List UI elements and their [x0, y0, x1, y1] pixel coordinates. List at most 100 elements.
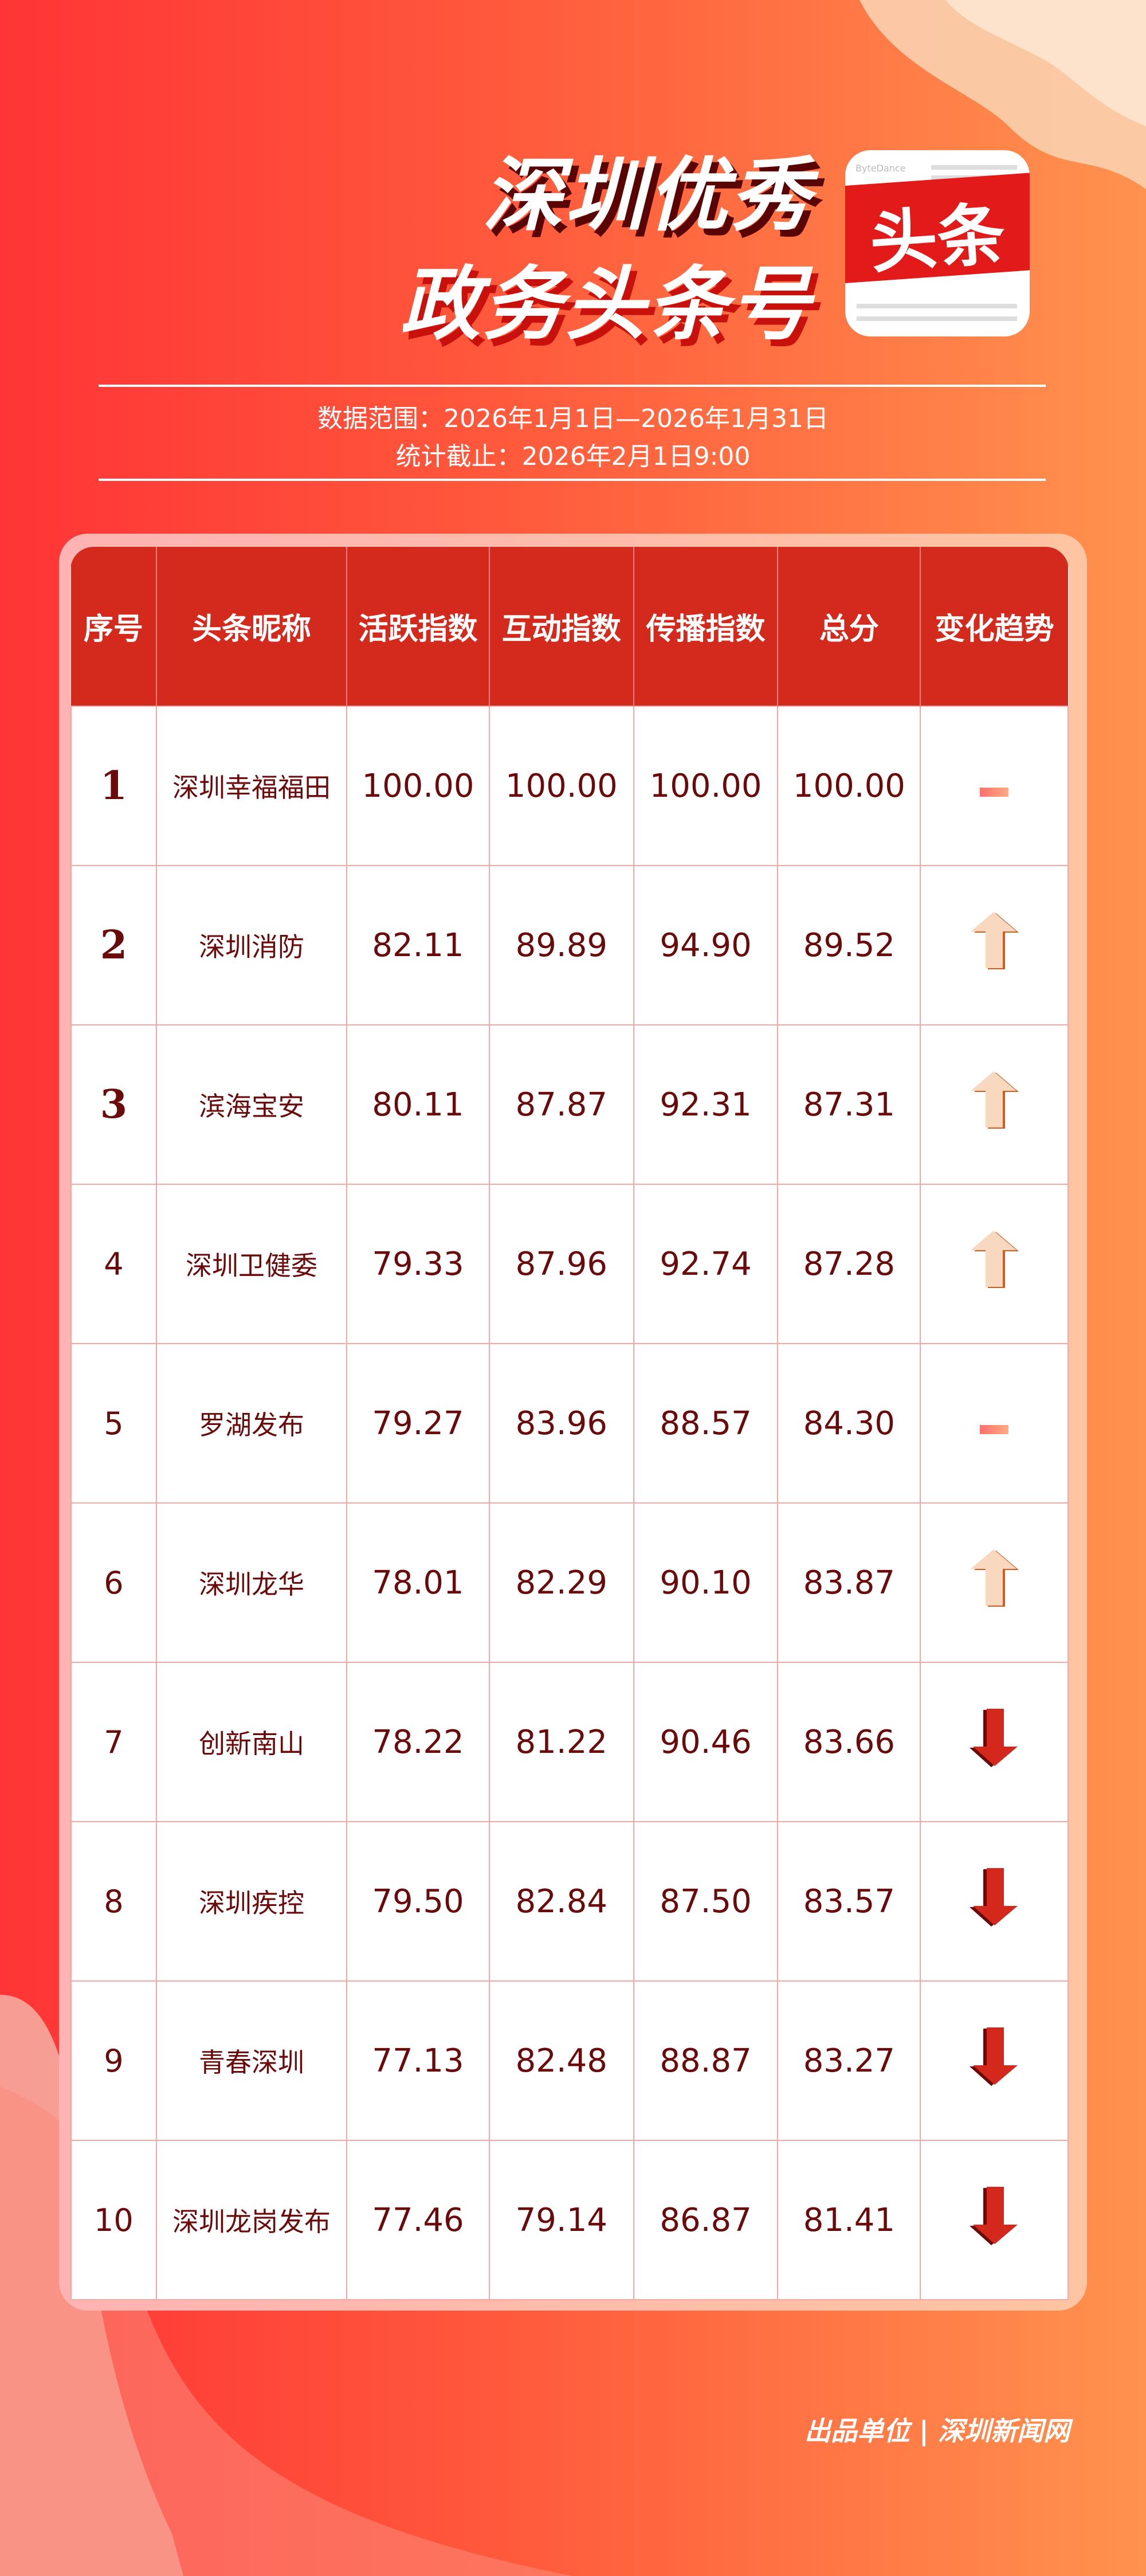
table-row: 7 创新南山 78.22 81.22 90.46 83.66	[70, 1662, 1069, 1822]
spread-index-cell: 88.87	[633, 1980, 779, 2141]
trend-cell	[920, 865, 1069, 1025]
table-row: 4 深圳卫健委 79.33 87.96 92.74 87.28	[70, 1184, 1069, 1344]
active-index-cell: 82.11	[346, 865, 490, 1025]
spread-index-cell: 90.46	[633, 1662, 779, 1822]
interaction-index-cell: 82.29	[488, 1502, 634, 1663]
total-score-cell: 83.57	[777, 1821, 921, 1982]
name-cell: 深圳消防	[155, 865, 348, 1025]
publisher-credit: 出品单位 | 深圳新闻网	[804, 2416, 1070, 2446]
name-cell: 深圳龙岗发布	[155, 2140, 348, 2300]
arrow-up-icon	[968, 912, 1020, 981]
column-header: 传播指数	[633, 547, 778, 706]
column-header: 变化趋势	[920, 547, 1068, 706]
spread-index-cell: 92.31	[633, 1024, 779, 1185]
rank-cell: 8	[70, 1821, 157, 1982]
arrow-down-icon	[968, 1709, 1020, 1778]
trend-cell	[920, 1184, 1069, 1344]
spread-index-cell: 86.87	[633, 2140, 779, 2300]
rank-cell: 2	[70, 865, 157, 1025]
column-header: 总分	[777, 547, 921, 706]
table-row: 5 罗湖发布 79.27 83.96 88.57 84.30	[70, 1343, 1069, 1504]
table-row: 10 深圳龙岗发布 77.46 79.14 86.87 81.41	[70, 2140, 1069, 2300]
arrow-down-icon	[968, 1868, 1020, 1937]
table-row: 9 青春深圳 77.13 82.48 88.87 83.27	[70, 1980, 1069, 2141]
active-index-cell: 78.22	[346, 1662, 490, 1822]
active-index-cell: 100.00	[346, 706, 490, 866]
interaction-index-cell: 87.87	[488, 1024, 634, 1185]
total-score-cell: 100.00	[777, 706, 921, 866]
title-line-1: 深圳优秀	[482, 149, 813, 242]
trend-cell	[920, 706, 1069, 866]
table-row: 1 深圳幸福福田 100.00 100.00 100.00 100.00	[70, 706, 1069, 866]
spread-index-cell: 87.50	[633, 1821, 779, 1982]
trend-cell	[920, 1502, 1069, 1663]
stat-cutoff: 统计截止：2026年2月1日9:00	[395, 442, 751, 471]
name-cell: 深圳幸福福田	[155, 706, 348, 866]
interaction-index-cell: 82.48	[488, 1980, 634, 2141]
rank-cell: 3	[70, 1024, 157, 1185]
table-row: 2 深圳消防 82.11 89.89 94.90 89.52	[70, 865, 1069, 1025]
column-header: 头条昵称	[155, 547, 347, 706]
active-index-cell: 79.33	[346, 1184, 490, 1344]
spread-index-cell: 94.90	[633, 865, 779, 1025]
interaction-index-cell: 87.96	[488, 1184, 634, 1344]
name-cell: 罗湖发布	[155, 1343, 348, 1504]
active-index-cell: 79.27	[346, 1343, 490, 1504]
interaction-index-cell: 81.22	[488, 1662, 634, 1822]
active-index-cell: 80.11	[346, 1024, 490, 1185]
rank-cell: 5	[70, 1343, 157, 1504]
total-score-cell: 83.27	[777, 1980, 921, 2141]
rank-cell: 1	[70, 706, 157, 866]
interaction-index-cell: 79.14	[488, 2140, 634, 2300]
active-index-cell: 77.13	[346, 1980, 490, 2141]
active-index-cell: 77.46	[346, 2140, 490, 2300]
dash-icon	[980, 768, 1009, 805]
arrow-up-icon	[968, 1071, 1020, 1140]
table-row: 3 滨海宝安 80.11 87.87 92.31 87.31	[70, 1024, 1069, 1185]
table-row: 8 深圳疾控 79.50 82.84 87.50 83.57	[70, 1821, 1069, 1982]
name-cell: 滨海宝安	[155, 1024, 348, 1185]
spread-index-cell: 100.00	[633, 706, 779, 866]
title-line-2: 政务头条号	[399, 258, 813, 351]
divider	[99, 479, 1046, 481]
data-range: 数据范围：2026年1月1日—2026年1月31日	[317, 404, 829, 433]
dash-icon	[980, 1405, 1009, 1442]
name-cell: 深圳卫健委	[155, 1184, 348, 1344]
rank-cell: 7	[70, 1662, 157, 1822]
name-cell: 创新南山	[155, 1662, 348, 1822]
rank-cell: 4	[70, 1184, 157, 1344]
active-index-cell: 78.01	[346, 1502, 490, 1663]
interaction-index-cell: 82.84	[488, 1821, 634, 1982]
spread-index-cell: 92.74	[633, 1184, 779, 1344]
arrow-down-icon	[968, 2027, 1020, 2096]
interaction-index-cell: 83.96	[488, 1343, 634, 1504]
name-cell: 深圳疾控	[155, 1821, 348, 1982]
trend-cell	[920, 2140, 1069, 2300]
total-score-cell: 83.66	[777, 1662, 921, 1822]
total-score-cell: 87.31	[777, 1024, 921, 1185]
rank-cell: 10	[70, 2140, 157, 2300]
total-score-cell: 87.28	[777, 1184, 921, 1344]
arrow-up-icon	[968, 1549, 1020, 1618]
total-score-cell: 84.30	[777, 1343, 921, 1504]
trend-cell	[920, 1343, 1069, 1504]
ranking-table: 序号 头条昵称 活跃指数 互动指数 传播指数 总分 变化趋势 1 深圳幸福福田 100.00 10…	[70, 547, 1069, 2300]
interaction-index-cell: 89.89	[488, 865, 634, 1025]
trend-cell	[920, 1821, 1069, 1982]
active-index-cell: 79.50	[346, 1821, 490, 1982]
trend-cell	[920, 1024, 1069, 1185]
rank-cell: 9	[70, 1980, 157, 2141]
column-header: 互动指数	[488, 547, 634, 706]
spread-index-cell: 88.57	[633, 1343, 779, 1504]
arrow-up-icon	[968, 1231, 1020, 1299]
name-cell: 青春深圳	[155, 1980, 348, 2141]
trend-cell	[920, 1662, 1069, 1822]
logo-brand: ByteDance	[855, 163, 906, 174]
name-cell: 深圳龙华	[155, 1502, 348, 1663]
interaction-index-cell: 100.00	[488, 706, 634, 866]
rank-cell: 6	[70, 1502, 157, 1663]
total-score-cell: 83.87	[777, 1502, 921, 1663]
spread-index-cell: 90.10	[633, 1502, 779, 1663]
table-row: 6 深圳龙华 78.01 82.29 90.10 83.87	[70, 1502, 1069, 1663]
toutiao-logo: ByteDance 头条	[845, 150, 1030, 336]
